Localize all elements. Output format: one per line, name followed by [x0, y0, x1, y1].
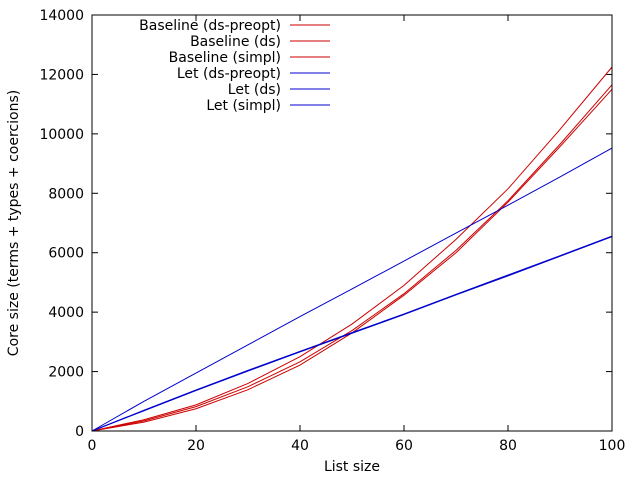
plot-frame [91, 14, 613, 432]
x-tick-label: 20 [187, 438, 205, 454]
y-tick-label: 14000 [39, 8, 84, 24]
legend-label: Let (simpl) [206, 98, 281, 114]
series-line-2 [91, 88, 613, 432]
y-tick-label: 4000 [48, 305, 84, 321]
legend: Baseline (ds-preopt)Baseline (ds)Baselin… [139, 18, 330, 114]
x-tick-label: 0 [88, 438, 97, 454]
y-tick-label: 2000 [48, 365, 84, 381]
series-line-4 [91, 236, 613, 432]
series-line-0 [91, 66, 613, 432]
y-tick-label: 10000 [39, 127, 84, 143]
x-tick-label: 100 [599, 438, 626, 454]
series-line-5 [91, 235, 613, 432]
y-tick-label: 8000 [48, 186, 84, 202]
y-axis-label: Core size (terms + types + coercions) [6, 90, 22, 356]
series-line-1 [91, 84, 613, 432]
series-line-3 [91, 147, 613, 432]
x-tick-label: 40 [291, 438, 309, 454]
y-tick-label: 6000 [48, 246, 84, 262]
legend-label: Baseline (ds) [190, 34, 281, 50]
legend-label: Baseline (ds-preopt) [139, 18, 281, 34]
legend-label: Let (ds) [228, 82, 281, 98]
series-lines [91, 66, 613, 432]
x-tick-label: 60 [395, 438, 413, 454]
y-tick-label: 12000 [39, 67, 84, 83]
axis-ticks: 0 20 40 60 80 100 0 2000 4000 6000 8000 10000 12000 1… [39, 8, 625, 454]
y-tick-label: 0 [75, 424, 84, 440]
legend-label: Let (ds-preopt) [177, 66, 281, 82]
x-tick-label: 80 [499, 438, 517, 454]
x-axis-label: List size [324, 459, 380, 475]
legend-label: Baseline (simpl) [169, 50, 281, 66]
